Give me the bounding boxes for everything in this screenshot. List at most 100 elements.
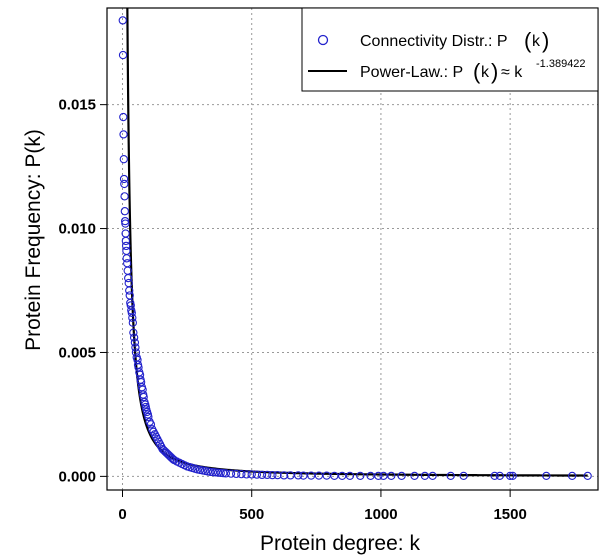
data-point (294, 471, 303, 480)
data-point (121, 229, 130, 238)
y-tick-label: 0.005 (58, 344, 96, 361)
data-point (459, 471, 468, 481)
data-point (226, 469, 236, 478)
data-point (345, 471, 355, 481)
data-point (118, 50, 128, 60)
data-point (121, 241, 131, 251)
legend: Connectivity Distr.: P ( k ) Power-Law.:… (301, 7, 599, 92)
data-point (216, 468, 225, 478)
data-point (119, 155, 128, 164)
data-point (120, 179, 129, 189)
data-point (122, 254, 131, 263)
data-point (286, 471, 295, 480)
legend-points-paren-open: ( (524, 28, 532, 53)
data-point (338, 471, 347, 481)
y-axis: 0.000 0.005 0.010 0.015 (58, 97, 107, 485)
data-point (505, 471, 515, 481)
data-point (428, 471, 437, 481)
legend-points-paren: ( k ) (524, 28, 549, 53)
data-point (307, 471, 316, 480)
y-axis-label: Protein Frequency: P(k) (22, 129, 45, 351)
data-point (279, 471, 289, 480)
data-point (211, 468, 220, 477)
data-point (121, 236, 131, 246)
legend-fit-arg: k (481, 64, 490, 81)
data-point (247, 470, 256, 479)
data-point (120, 192, 129, 201)
data-point (242, 470, 251, 479)
legend-points-arg: k (532, 33, 541, 50)
data-point (232, 469, 241, 479)
legend-points-paren-close: ) (542, 28, 549, 53)
data-points (118, 16, 592, 481)
data-point (495, 471, 504, 481)
data-point (299, 471, 308, 480)
data-point (508, 471, 517, 481)
legend-point-marker (317, 34, 329, 46)
data-point (252, 470, 262, 479)
y-tick-label: 0.010 (58, 221, 96, 238)
data-point (144, 412, 153, 422)
data-point (127, 308, 136, 317)
data-point (128, 318, 137, 327)
x-tick-label: 500 (239, 506, 264, 523)
data-point (206, 467, 215, 477)
data-point (397, 471, 406, 481)
data-point (542, 471, 551, 481)
data-point (146, 420, 156, 429)
legend-points-text: Connectivity Distr.: P (360, 33, 508, 50)
data-point (208, 468, 218, 477)
data-point (119, 174, 129, 184)
legend-fit-exponent: -1.389422 (536, 58, 586, 70)
data-point (263, 470, 272, 480)
data-point (568, 471, 577, 481)
x-tick-label: 1500 (493, 506, 526, 523)
data-point (420, 471, 430, 481)
y-tick-label: 0.015 (58, 97, 96, 114)
data-point (221, 469, 231, 478)
data-point (120, 207, 129, 216)
data-point (128, 313, 137, 322)
legend-fit-paren-open: ( (473, 59, 481, 84)
data-point (314, 471, 324, 480)
data-point (268, 470, 277, 480)
data-point (273, 470, 282, 480)
data-point (118, 16, 127, 25)
data-point (122, 246, 131, 256)
data-point (125, 286, 134, 295)
data-point (219, 468, 228, 478)
data-point (446, 471, 455, 481)
data-point (123, 259, 132, 268)
data-point (490, 471, 499, 481)
data-point (583, 471, 592, 481)
data-point (237, 469, 246, 479)
data-point (374, 471, 383, 481)
data-point (120, 216, 130, 226)
data-point (131, 343, 140, 352)
x-axis: 0 500 1000 1500 (118, 490, 527, 523)
legend-fit-text: Power-Law.: P (360, 64, 463, 81)
legend-fit-approx: ≈ k (501, 64, 523, 81)
data-point (257, 470, 267, 480)
x-tick-label: 0 (118, 506, 126, 523)
data-point (129, 328, 138, 337)
data-point (330, 471, 339, 481)
legend-box (301, 7, 599, 92)
legend-fit-prefix: Power-Law.: P (360, 64, 463, 81)
data-point (379, 471, 388, 481)
y-tick-label: 0.000 (58, 468, 96, 485)
data-point (213, 468, 223, 477)
data-point (387, 471, 396, 481)
data-point (322, 471, 331, 480)
x-tick-label: 1000 (364, 506, 397, 523)
data-point (356, 471, 365, 481)
data-point (129, 333, 139, 342)
data-point (130, 338, 140, 347)
data-point (121, 219, 130, 228)
data-point (366, 471, 375, 481)
data-point (119, 112, 128, 122)
legend-fit-paren-close: ) (491, 59, 498, 84)
data-point (119, 130, 128, 139)
data-point (124, 273, 133, 283)
